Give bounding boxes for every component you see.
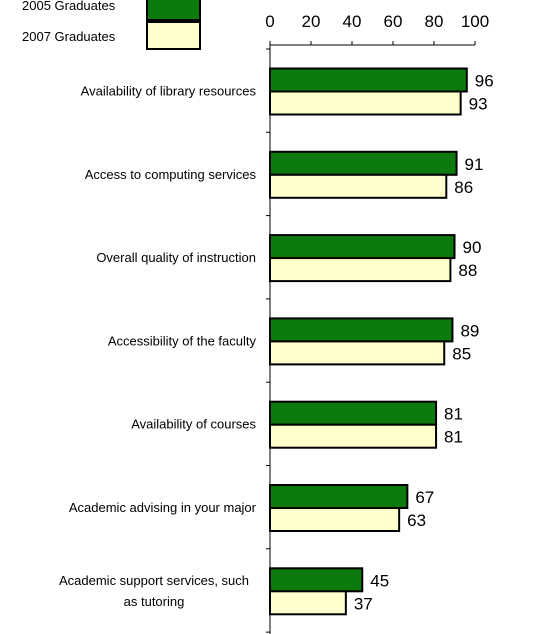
data-label: 85 bbox=[452, 344, 471, 363]
data-label: 81 bbox=[444, 428, 463, 447]
bar-2005 bbox=[269, 234, 456, 260]
category-label: Accessibility of the faculty bbox=[108, 333, 257, 348]
bar-2007 bbox=[269, 90, 462, 116]
plot-area: Availability of library resources 96 93 Acc… bbox=[59, 67, 494, 616]
bar-2005 bbox=[269, 67, 468, 93]
bar-2007 bbox=[269, 590, 347, 616]
x-axis: 0 20 40 60 80 100 bbox=[265, 12, 489, 634]
category-label: Availability of library resources bbox=[81, 84, 257, 99]
category-label: Access to computing services bbox=[85, 167, 257, 182]
category-label: as tutoring bbox=[124, 594, 185, 609]
data-label: 45 bbox=[370, 571, 389, 590]
legend: 2005 Graduates 2007 Graduates bbox=[22, 0, 201, 50]
bar-2005 bbox=[269, 567, 364, 593]
bar-2007 bbox=[269, 257, 452, 283]
bar-2007 bbox=[269, 423, 438, 449]
category-label: Academic support services, such bbox=[59, 573, 249, 588]
category-label: Availability of courses bbox=[131, 417, 256, 432]
legend-label-2007: 2007 Graduates bbox=[22, 29, 116, 44]
data-label: 93 bbox=[469, 95, 488, 114]
data-label: 89 bbox=[460, 321, 479, 340]
data-label: 67 bbox=[415, 488, 434, 507]
data-label: 86 bbox=[454, 178, 473, 197]
x-tick-label: 40 bbox=[343, 12, 362, 31]
data-label: 63 bbox=[407, 511, 426, 530]
x-tick-label: 60 bbox=[384, 12, 403, 31]
data-label: 81 bbox=[444, 405, 463, 424]
x-tick-label: 80 bbox=[425, 12, 444, 31]
bar-2005 bbox=[269, 317, 454, 343]
bar-2007 bbox=[269, 507, 401, 532]
bar-2007 bbox=[269, 173, 448, 199]
x-tick-label: 100 bbox=[461, 12, 489, 31]
bar-2005 bbox=[269, 150, 458, 176]
x-tick-label: 20 bbox=[302, 12, 321, 31]
data-label: 91 bbox=[465, 155, 484, 174]
data-label: 88 bbox=[458, 261, 477, 280]
x-tick-label: 0 bbox=[265, 12, 274, 31]
data-label: 90 bbox=[463, 238, 482, 257]
category-label: Academic advising in your major bbox=[69, 500, 257, 515]
category-label: Overall quality of instruction bbox=[96, 250, 256, 265]
data-label: 96 bbox=[475, 72, 494, 91]
bar-2005 bbox=[269, 400, 438, 426]
legend-swatch-2005 bbox=[146, 0, 201, 21]
data-label: 37 bbox=[354, 594, 373, 613]
legend-swatch-2007 bbox=[146, 21, 201, 50]
legend-label-2005: 2005 Graduates bbox=[22, 0, 116, 13]
bar-2007 bbox=[269, 340, 446, 366]
bar-2005 bbox=[269, 484, 409, 509]
